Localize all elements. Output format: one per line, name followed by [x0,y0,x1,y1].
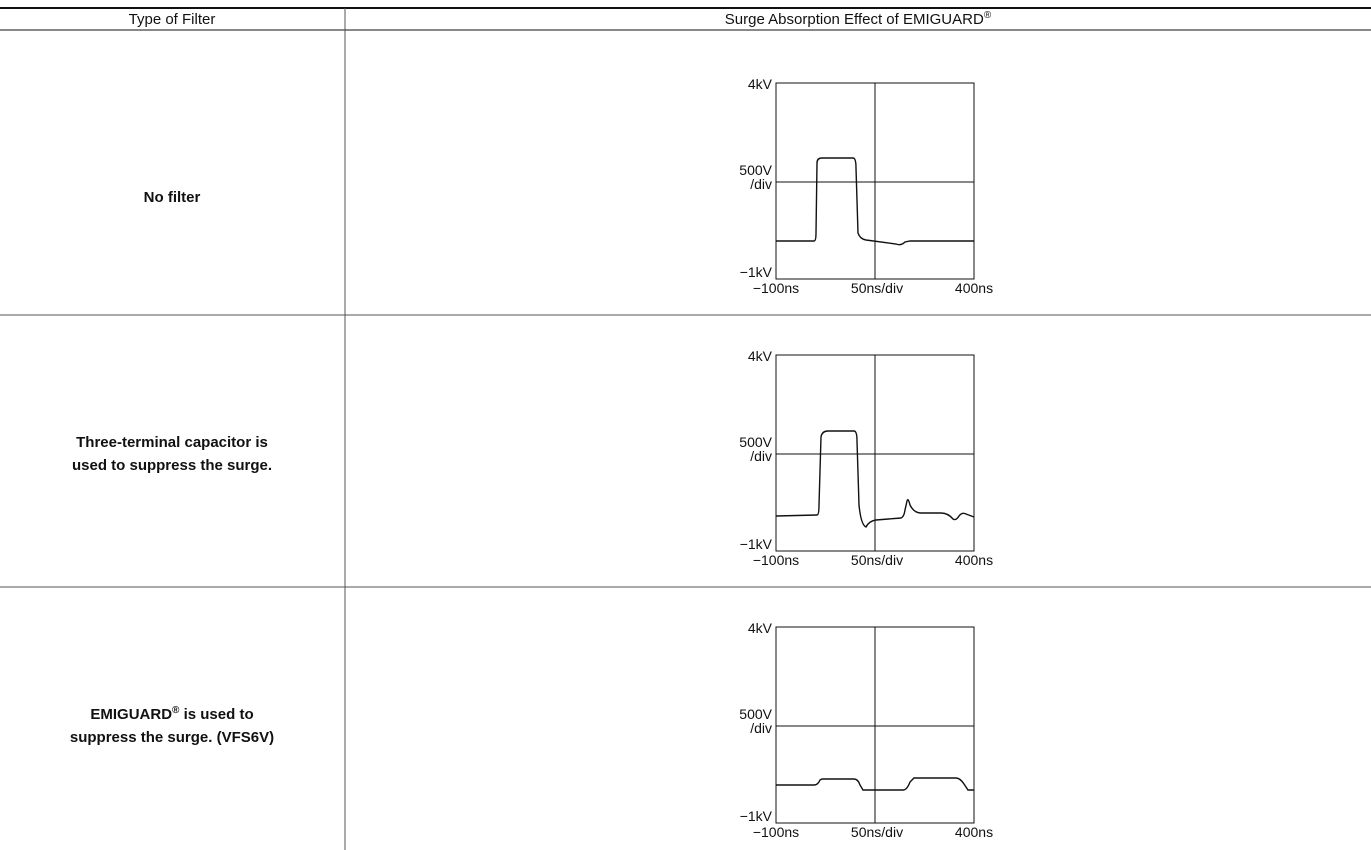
header-cell: Surge Absorption Effect of EMIGUARD® [725,10,992,28]
waveform [775,430,975,528]
scope-plot [775,82,975,280]
y-div-label: 500V [739,434,772,450]
header-sup: ® [984,10,992,21]
x-min-label: −100ns [753,280,799,296]
y-div-label: 500V [739,706,772,722]
x-div-label: 50ns/div [851,552,903,568]
label-sup: ® [172,705,180,716]
row-label: used to suppress the surge. [72,457,272,474]
row-label: No filter [144,189,201,206]
y-min-label: −1kV [740,536,773,552]
waveform [776,157,974,246]
row-label: EMIGUARD® is used to [90,705,253,723]
header-cell: Type of Filter [129,11,216,28]
y-max-label: 4kV [748,348,773,364]
y-div-label: /div [750,176,772,192]
header-text: Surge Absorption Effect of EMIGUARD [725,11,984,28]
x-max-label: 400ns [955,552,993,568]
y-div-label: /div [750,720,772,736]
label-text: is used to [179,706,253,723]
x-max-label: 400ns [955,824,993,840]
y-min-label: −1kV [740,264,773,280]
y-max-label: 4kV [748,620,773,636]
scope-plot [775,354,975,552]
waveform [776,777,974,791]
label-text: EMIGUARD [90,706,172,723]
y-max-label: 4kV [748,76,773,92]
y-div-label: /div [750,448,772,464]
y-div-label: 500V [739,162,772,178]
x-max-label: 400ns [955,280,993,296]
x-min-label: −100ns [753,552,799,568]
scope-plot [775,626,975,824]
row-label: suppress the surge. (VFS6V) [70,729,274,746]
x-min-label: −100ns [753,824,799,840]
x-div-label: 50ns/div [851,280,903,296]
row-label: Three-terminal capacitor is [76,434,268,451]
y-min-label: −1kV [740,808,773,824]
x-div-label: 50ns/div [851,824,903,840]
